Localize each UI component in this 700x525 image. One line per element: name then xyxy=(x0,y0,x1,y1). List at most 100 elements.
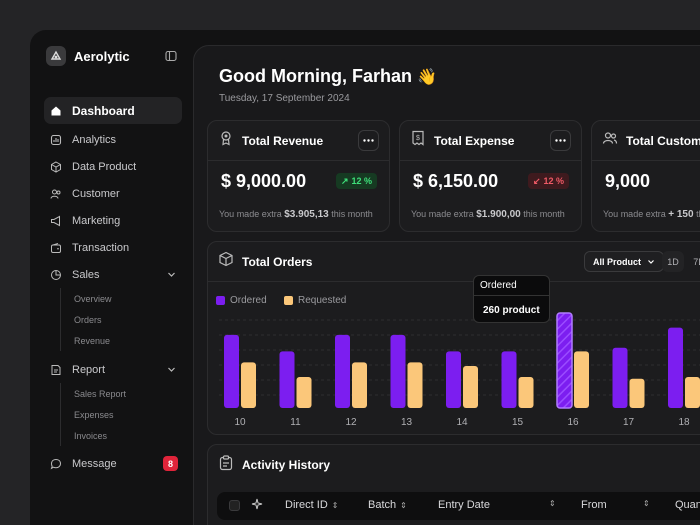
bar-requested-10[interactable] xyxy=(241,362,256,408)
sidebar-item-sales[interactable]: Sales xyxy=(44,261,182,288)
x-tick-label: 18 xyxy=(678,417,690,428)
sidebar-item-customer[interactable]: Customer xyxy=(44,180,182,207)
more-options-button[interactable] xyxy=(358,130,379,151)
legend-swatch-requested xyxy=(284,296,293,305)
card-title: Total Orders xyxy=(242,254,313,269)
bar-ordered-10[interactable] xyxy=(224,334,239,408)
period-7d-button[interactable]: 7D xyxy=(688,251,700,272)
bar-ordered-16[interactable] xyxy=(556,312,573,409)
sort-icon[interactable]: ⇕ xyxy=(549,499,556,508)
sidebar-item-label: Marketing xyxy=(72,214,121,227)
wallet-icon xyxy=(50,242,62,254)
card-header: Total Revenue xyxy=(208,121,389,161)
card-title: Total Custome xyxy=(626,133,700,148)
report-submenu: Sales Report Expenses Invoices xyxy=(60,383,182,446)
bar-requested-14[interactable] xyxy=(463,365,478,408)
tooltip-divider xyxy=(474,295,549,296)
pie-icon xyxy=(50,269,62,281)
box-icon xyxy=(50,160,62,173)
stat-card-revenue: Total Revenue $ 9,000.00 ↗ 12 % You made … xyxy=(207,120,390,232)
medal-icon xyxy=(218,130,234,151)
trend-value: 12 % xyxy=(543,176,564,186)
note-amount: $1.900,00 xyxy=(476,209,521,220)
submenu-item-orders[interactable]: Orders xyxy=(74,314,102,325)
users-icon xyxy=(602,130,618,151)
bar-requested-11[interactable] xyxy=(296,376,312,408)
product-filter-select[interactable]: All Product xyxy=(584,251,665,272)
bar-requested-12[interactable] xyxy=(352,362,367,408)
trend-up-badge: ↗ 12 % xyxy=(335,173,377,189)
column-header-from[interactable]: From xyxy=(581,499,607,511)
submenu-item-overview[interactable]: Overview xyxy=(74,293,112,304)
submenu-item-expenses[interactable]: Expenses xyxy=(74,409,114,420)
bar-ordered-11[interactable] xyxy=(279,351,295,408)
stat-note: You made extra + 150 th xyxy=(603,209,700,220)
bar-ordered-12[interactable] xyxy=(335,334,350,408)
box-icon xyxy=(218,251,234,272)
bar-ordered-17[interactable] xyxy=(612,347,628,408)
more-options-button[interactable] xyxy=(550,130,571,151)
column-header-batch[interactable]: Batch ⇕ xyxy=(368,499,407,511)
bar-ordered-14[interactable] xyxy=(446,351,461,408)
legend-label: Ordered xyxy=(230,295,267,306)
period-1d-button[interactable]: 1D xyxy=(662,251,684,272)
brand-name: Aerolytic xyxy=(74,48,130,64)
x-tick-label: 16 xyxy=(567,417,579,428)
bar-requested-13[interactable] xyxy=(407,362,423,408)
bar-requested-15[interactable] xyxy=(518,376,534,408)
chart-tooltip: Ordered 260 product xyxy=(473,275,550,323)
legend-swatch-ordered xyxy=(216,296,225,305)
select-all-checkbox[interactable] xyxy=(229,500,240,511)
sidebar-item-label: Sales xyxy=(72,268,100,281)
megaphone-icon xyxy=(50,215,62,227)
sidebar-item-label: Data Product xyxy=(72,160,137,173)
sidebar-item-label: Transaction xyxy=(72,241,130,254)
note-suffix: this month xyxy=(523,209,565,219)
current-date: Tuesday, 17 September 2024 xyxy=(219,93,350,104)
x-tick-label: 12 xyxy=(345,417,357,428)
column-header-quantity[interactable]: Quan xyxy=(675,499,700,511)
submenu-item-sales-report[interactable]: Sales Report xyxy=(74,388,127,399)
column-label: Direct ID xyxy=(285,499,328,511)
logo-row: Aerolytic xyxy=(46,45,178,67)
sidebar-item-message[interactable]: Message 8 xyxy=(44,450,182,477)
column-header-direct-id[interactable]: Direct ID ⇕ xyxy=(285,499,338,511)
chevron-down-icon xyxy=(648,259,654,264)
card-title: Activity History xyxy=(242,458,331,472)
tooltip-value: 260 product xyxy=(483,305,540,316)
bar-ordered-18[interactable] xyxy=(668,327,683,408)
chevron-down-icon[interactable] xyxy=(167,365,176,374)
card-header: Total Custome xyxy=(592,121,700,161)
card-header: Total Orders xyxy=(208,242,700,282)
bar-requested-18[interactable] xyxy=(685,376,700,408)
sidebar-item-dashboard[interactable]: Dashboard xyxy=(44,97,182,124)
sidebar-item-transaction[interactable]: Transaction xyxy=(44,234,182,261)
column-header-entry-date[interactable]: Entry Date xyxy=(438,499,490,511)
bar-ordered-13[interactable] xyxy=(390,334,406,408)
stat-note: You made extra $1.900,00 this month xyxy=(411,209,565,220)
note-suffix: th xyxy=(696,209,700,219)
sidebar-item-marketing[interactable]: Marketing xyxy=(44,207,182,234)
bar-requested-16[interactable] xyxy=(574,351,589,408)
sidebar-toggle-icon[interactable] xyxy=(164,49,178,63)
column-label: From xyxy=(581,499,607,511)
page-greeting: Good Morning, Farhan 👋 xyxy=(219,66,437,87)
submenu-item-invoices[interactable]: Invoices xyxy=(74,430,108,441)
sidebar-item-label: Analytics xyxy=(72,133,117,146)
legend-label: Requested xyxy=(298,295,347,306)
bar-ordered-15[interactable] xyxy=(501,351,517,408)
chevron-down-icon[interactable] xyxy=(167,270,176,279)
submenu-item-revenue[interactable]: Revenue xyxy=(74,335,111,346)
sort-icon[interactable]: ⇕ xyxy=(643,499,650,508)
stat-value: $ 9,000.00 xyxy=(221,171,307,191)
sidebar-item-analytics[interactable]: Analytics xyxy=(44,126,182,153)
note-prefix: You made extra xyxy=(603,209,666,219)
sort-icon: ⇕ xyxy=(331,500,339,510)
sidebar-item-data-product[interactable]: Data Product xyxy=(44,153,182,180)
svg-text:$: $ xyxy=(416,135,420,142)
column-label: Batch xyxy=(368,499,397,511)
period-label: 7D xyxy=(693,256,700,267)
stat-value: $ 6,150.00 xyxy=(413,171,499,191)
sidebar-item-report[interactable]: Report xyxy=(44,356,182,383)
bar-requested-17[interactable] xyxy=(629,378,645,408)
